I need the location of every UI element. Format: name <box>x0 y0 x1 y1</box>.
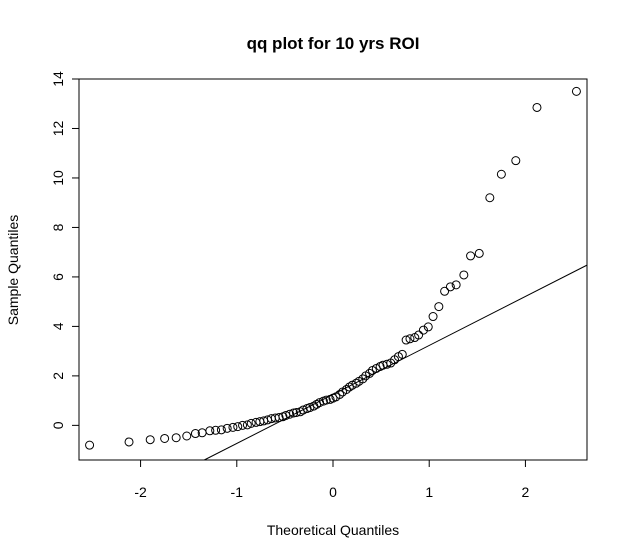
plot-area <box>78 78 588 461</box>
y-axis: 0 2 4 6 8 10 12 14 <box>50 71 80 429</box>
data-point <box>190 429 200 439</box>
data-point <box>171 433 181 443</box>
data-point <box>440 286 450 296</box>
data-point <box>216 425 226 435</box>
data-point <box>160 433 170 443</box>
data-point <box>511 156 521 166</box>
data-point <box>228 422 238 432</box>
data-point <box>124 437 134 447</box>
y-tick-label: 6 <box>50 273 66 281</box>
data-point <box>238 420 248 430</box>
data-point <box>423 322 433 332</box>
data-point <box>414 330 424 340</box>
data-point <box>428 312 438 322</box>
data-point <box>485 193 495 203</box>
data-point <box>344 382 354 392</box>
chart-title: qq plot for 10 yrs ROI <box>247 34 420 53</box>
x-axis: -2 -1 0 1 2 <box>134 459 530 500</box>
x-tick-label: -1 <box>231 484 244 500</box>
data-point <box>242 420 252 430</box>
data-point <box>496 169 506 179</box>
plot-frame <box>78 78 588 461</box>
x-tick-label: 1 <box>425 484 433 500</box>
x-tick-label: 0 <box>329 484 337 500</box>
data-point <box>291 408 301 417</box>
data-point <box>298 405 308 415</box>
y-tick-label: 2 <box>50 372 66 380</box>
x-axis-title: Theoretical Quantiles <box>267 522 399 538</box>
data-point <box>211 425 221 435</box>
data-point <box>145 435 155 445</box>
x-tick-label: 2 <box>522 484 530 500</box>
data-point <box>459 270 469 280</box>
data-point <box>401 335 411 345</box>
data-point <box>418 325 428 335</box>
reference-line <box>204 264 588 461</box>
data-point <box>315 398 325 408</box>
data-point <box>571 86 581 96</box>
x-tick-label: -2 <box>134 484 147 500</box>
y-tick-label: 0 <box>50 421 66 429</box>
data-point <box>85 440 95 450</box>
data-point <box>205 426 215 436</box>
data-point <box>451 280 461 290</box>
data-point <box>222 423 232 433</box>
data-point <box>474 248 484 258</box>
y-tick-label: 4 <box>50 322 66 330</box>
data-point <box>405 334 415 344</box>
data-point <box>246 418 256 428</box>
data-point <box>351 378 361 388</box>
data-point <box>358 374 368 384</box>
data-point <box>434 302 444 312</box>
data-point <box>397 349 407 359</box>
data-point <box>382 359 392 369</box>
data-point <box>532 102 542 112</box>
data-points <box>85 86 581 450</box>
data-point <box>445 282 455 292</box>
y-axis-title: Sample Quantiles <box>5 215 21 326</box>
y-tick-label: 14 <box>50 71 66 87</box>
y-tick-label: 8 <box>50 223 66 231</box>
data-point <box>466 251 476 261</box>
data-point <box>233 422 243 432</box>
data-point <box>182 431 192 441</box>
data-point <box>335 389 345 399</box>
y-tick-label: 12 <box>50 120 66 136</box>
y-tick-label: 10 <box>50 170 66 186</box>
